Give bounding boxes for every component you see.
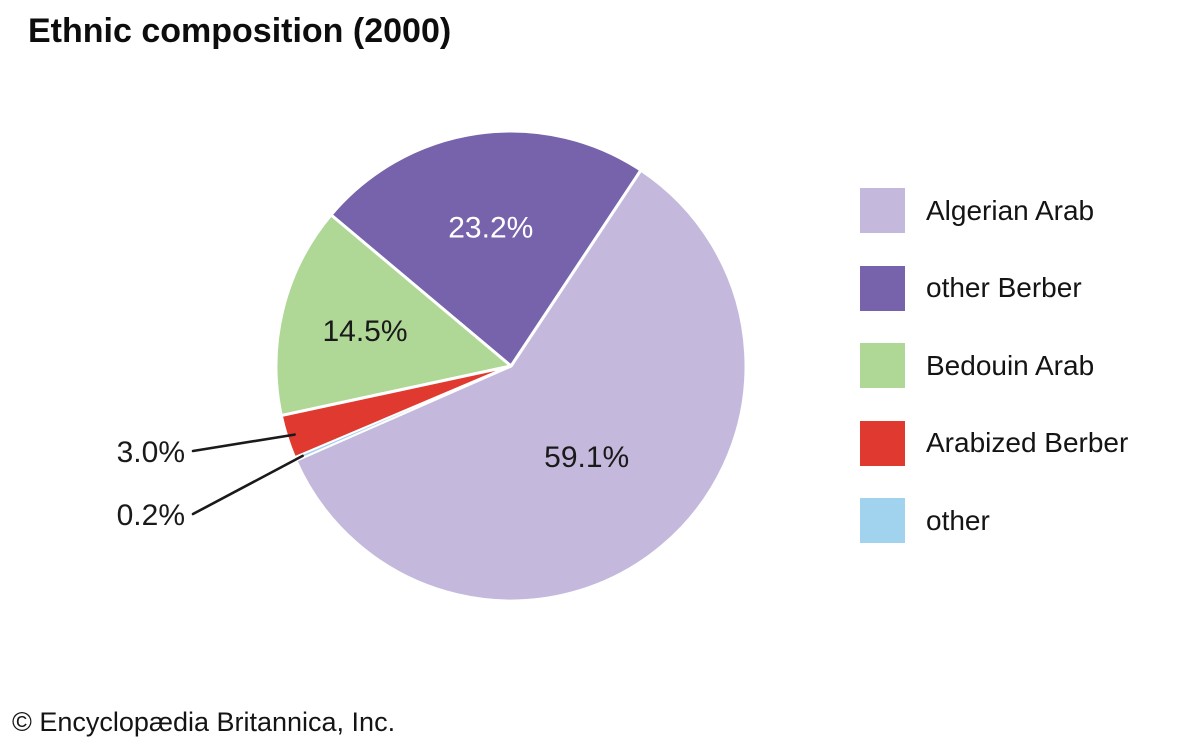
legend-label-bedouin-arab: Bedouin Arab (926, 349, 1095, 381)
legend-item-other: other (860, 498, 1128, 543)
legend-swatch-other-berber (860, 265, 905, 311)
legend-item-arabized-berber: Arabized Berber (860, 420, 1129, 466)
pie-value-label-bedouin-arab: 14.5% (322, 315, 407, 348)
legend: Algerian Arab other Berber Bedouin Arab … (860, 188, 1128, 576)
pie-slices (274, 129, 748, 603)
legend-label-other-berber: other Berber (926, 272, 1082, 303)
pie-slice-bedouin-arab (274, 213, 513, 418)
legend-swatch-arabized-berber (860, 420, 905, 466)
pie-labels: 59.1% 23.2% 14.5% 3.0% 0.2% (117, 211, 630, 532)
leader-line-other (191, 454, 304, 516)
pie-value-label-other: 0.2% (117, 499, 185, 532)
legend-label-other: other (926, 504, 990, 536)
legend-item-bedouin-arab: Bedouin Arab (860, 343, 1128, 388)
legend-swatch-bedouin-arab (860, 343, 905, 388)
legend-swatch-algerian-arab (860, 188, 905, 233)
legend-label-algerian-arab: Algerian Arab (926, 194, 1095, 226)
pie-value-label-algerian-arab: 59.1% (544, 441, 629, 474)
legend-item-other-berber: other Berber (860, 265, 1128, 311)
pie-slice-algerian-arab (294, 168, 748, 603)
legend-label-arabized-berber: Arabized Berber (926, 427, 1129, 458)
chart-title: Ethnic composition (2000) (28, 12, 452, 50)
pie-slice-other-berber (329, 129, 643, 368)
pie-value-label-arabized-berber: 3.0% (117, 436, 185, 469)
legend-swatch-other (860, 498, 905, 543)
attribution: © Encyclopædia Britannica, Inc. (12, 707, 396, 737)
leader-line-arabized-berber (191, 433, 296, 453)
pie-value-label-other-berber: 23.2% (448, 211, 533, 244)
legend-item-algerian-arab: Algerian Arab (860, 188, 1128, 233)
